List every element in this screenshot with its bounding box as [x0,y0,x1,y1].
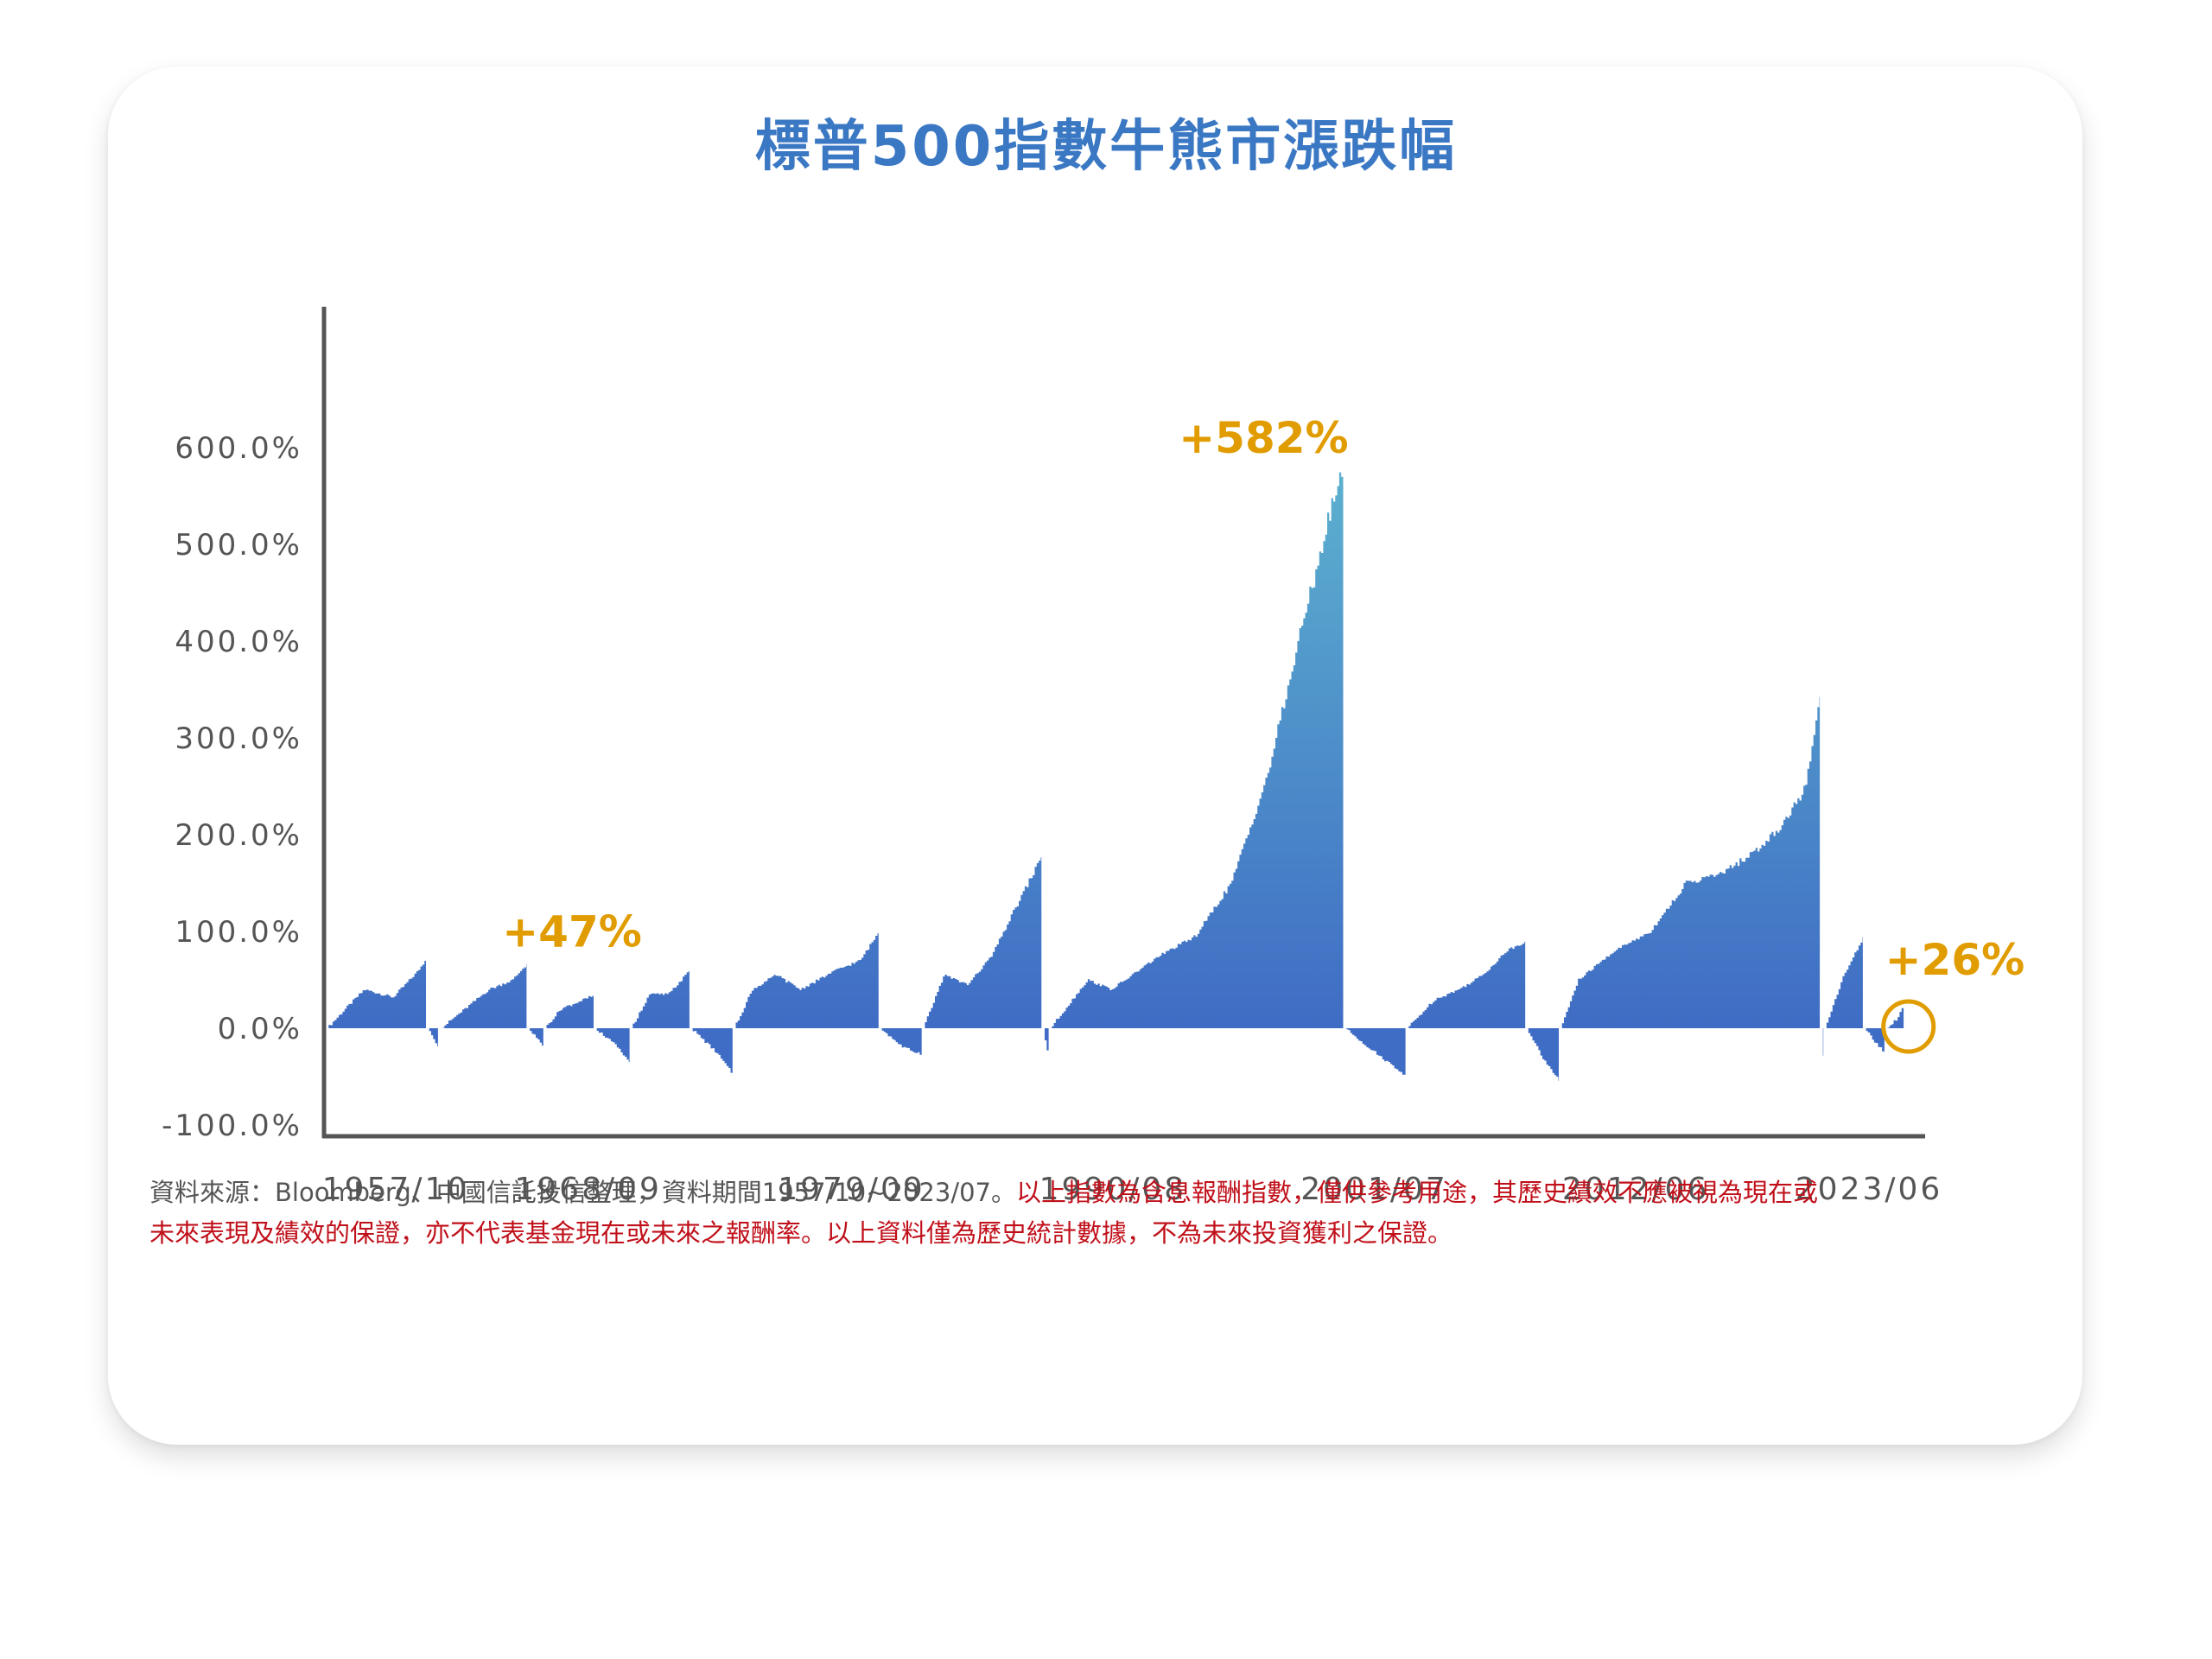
series-area [440,963,527,1028]
series-area [734,931,879,1028]
annotation-label: +47% [502,906,642,957]
y-tick-label: 300.0% [175,721,302,756]
series-bear-11 [1042,1028,1049,1060]
series-bear-13 [1344,1028,1406,1076]
series-bear-7 [690,1028,733,1075]
series-bull-6 [631,969,690,1028]
series-bull-2 [440,963,527,1028]
series-area [1344,1028,1406,1076]
series-bear-9 [880,1028,922,1055]
series-area [427,1028,438,1048]
y-tick-label: 100.0% [175,915,302,950]
series-area [1560,694,1821,1028]
series-bear-3 [527,1028,543,1048]
series-bear-5 [594,1028,630,1064]
series-area [1526,1028,1559,1082]
series-area [880,1028,922,1055]
x-tick-label: 2023/06 [1796,1172,1943,1207]
series-bear-15 [1526,1028,1559,1082]
series-bear-17 [1821,1028,1824,1062]
series-bear-19 [1864,1028,1885,1052]
footnote: 資料來源：Bloomberg、中國信託投信整理，資料期間1957/10~2023… [149,1173,1843,1254]
x-tick-label: 1990/08 [1039,1172,1187,1207]
series-bull-16 [1560,694,1821,1028]
x-tick-label: 2012/06 [1562,1172,1710,1207]
footnote-source: 資料來源：Bloomberg、中國信託投信整理，資料期間1957/10~2023… [149,1178,1017,1207]
series-area [1885,1002,1904,1028]
y-tick-label: 400.0% [175,625,302,659]
x-tick-label: 1979/09 [778,1172,925,1207]
y-tick-label: 500.0% [175,528,302,563]
series-bull-10 [923,855,1042,1028]
series-area [527,1028,543,1048]
series-bear-1 [427,1028,438,1048]
x-tick-label: 1957/10 [322,1172,470,1207]
y-tick-label: -100.0% [162,1109,302,1143]
series-area [1864,1028,1885,1052]
series-bull-8 [734,931,879,1028]
series-area [594,1028,630,1064]
annotation-label: +26% [1885,935,2025,985]
y-tick-label: 200.0% [175,818,302,853]
series-area [923,855,1042,1028]
series-area [1050,465,1344,1028]
series-area [1821,1028,1824,1062]
series-bull-4 [544,995,594,1028]
series-bull-18 [1824,936,1863,1028]
chart-card [108,67,2082,1445]
series-area [1824,936,1863,1028]
series-area [1407,941,1526,1028]
series-bull-20 [1885,1002,1904,1028]
footnote-disclaimer: 以上指數為含息報酬指數，僅供參考用途，其歷史績效不應被視為現在或未來表現及績效的… [149,1178,1819,1248]
series-area [544,995,594,1028]
series-area [631,969,690,1028]
series-bull-12 [1050,465,1344,1028]
series-bull-14 [1407,941,1526,1028]
annotation-label: +582% [1179,413,1348,463]
x-tick-label: 2001/07 [1300,1172,1448,1207]
x-tick-label: 1968/09 [514,1172,662,1207]
chart-title: 標普500指數牛熊市漲跌幅 [754,115,1458,179]
series-area [327,958,426,1028]
y-tick-label: 600.0% [175,431,302,466]
series-bull-0 [327,958,426,1028]
series-area [690,1028,733,1075]
series-area [1042,1028,1049,1060]
highlight-circle [1881,999,1936,1054]
y-tick-label: 0.0% [218,1012,302,1046]
